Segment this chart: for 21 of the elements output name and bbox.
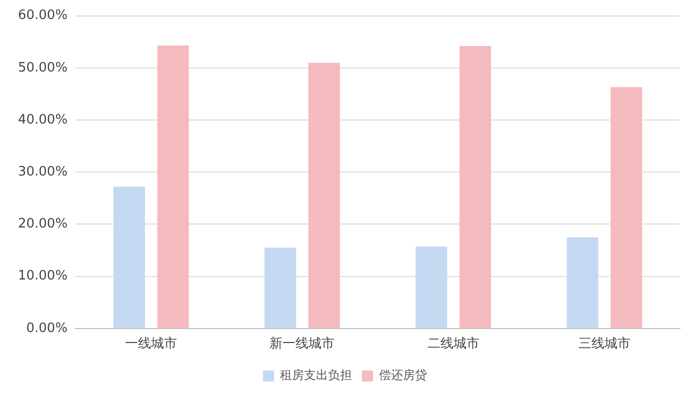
y-tick-label: 50.00%: [18, 60, 68, 76]
x-tick-label: 新一线城市: [270, 336, 335, 352]
legend-label: 租房支出负担: [280, 368, 352, 382]
bar: [416, 246, 448, 328]
x-tick-label: 一线城市: [125, 336, 178, 352]
y-tick-label: 0.00%: [26, 320, 68, 336]
y-tick-label: 10.00%: [18, 268, 68, 284]
x-tick-label: 三线城市: [578, 336, 630, 352]
bar: [459, 46, 492, 328]
bar: [113, 186, 145, 328]
y-tick-label: 60.00%: [18, 8, 68, 24]
bar: [610, 87, 642, 328]
y-tick-label: 20.00%: [18, 216, 68, 232]
legend-label: 偿还房贷: [379, 368, 427, 382]
x-tick-label: 二线城市: [427, 336, 480, 352]
bar: [308, 62, 340, 328]
y-tick-label: 40.00%: [18, 112, 68, 128]
bar: [157, 45, 189, 328]
bar: [566, 237, 598, 328]
bar: [264, 248, 296, 328]
y-tick-label: 30.00%: [18, 164, 68, 180]
